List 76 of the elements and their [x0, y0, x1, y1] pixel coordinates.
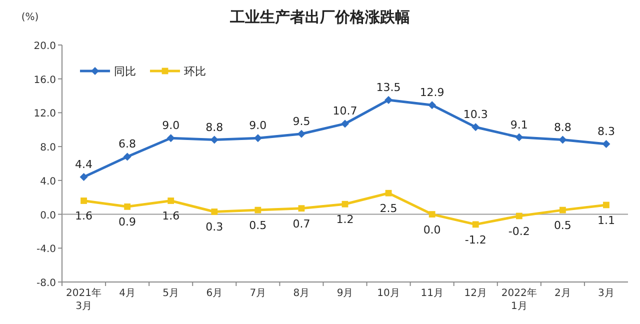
y-tick-label: 8.0 [40, 142, 56, 154]
y-tick-label: -4.0 [36, 244, 56, 256]
x-tick-label: 10月 [377, 288, 400, 299]
x-tick-label: 2月 [554, 288, 571, 299]
point [516, 212, 522, 220]
data-label: 1.2 [336, 213, 354, 226]
data-label: 0.5 [249, 219, 267, 232]
data-label: 1.1 [597, 214, 615, 227]
data-label: 13.5 [376, 81, 401, 94]
point [168, 198, 174, 204]
data-label: -1.2 [464, 233, 486, 246]
point [602, 140, 610, 148]
y-tick-label: 12.0 [34, 108, 56, 120]
data-label: 8.8 [554, 120, 572, 134]
x-tick-label: 2021年 3月 [66, 287, 102, 312]
data-label: 4.4 [75, 158, 93, 172]
y-tick-label: 20.0 [34, 41, 56, 52]
point [123, 152, 132, 161]
x-tick-label: 5月 [162, 288, 180, 299]
point [428, 211, 436, 218]
point [342, 200, 348, 208]
point [428, 101, 436, 110]
x-tick-label: 8月 [293, 288, 310, 299]
point [559, 206, 566, 214]
y-tick-label: 0.0 [40, 210, 56, 222]
point [254, 206, 262, 214]
legend-label: 同比 [114, 65, 136, 78]
y-axis-title: (%) [21, 12, 39, 23]
chart-title: 工业生产者出厂价格涨跌幅 [229, 8, 410, 26]
data-label: 10.3 [463, 108, 488, 122]
point [341, 120, 349, 128]
data-label: 0.3 [206, 220, 224, 234]
x-tick-label: 11月 [420, 288, 444, 299]
point [603, 202, 610, 208]
point [210, 136, 218, 144]
x-tick-label: 4月 [119, 288, 136, 299]
data-label: -0.2 [508, 224, 530, 238]
data-label: 6.8 [118, 138, 136, 151]
data-label: 2.5 [380, 202, 398, 216]
data-label: 9.0 [162, 119, 180, 132]
point [472, 221, 479, 228]
x-tick-label: 12月 [464, 288, 487, 299]
data-label: 0.7 [292, 217, 310, 230]
data-label: 9.0 [249, 119, 267, 132]
point [124, 203, 131, 210]
legend-label: 环比 [184, 65, 206, 78]
point [166, 134, 175, 142]
data-label: 8.8 [206, 120, 224, 134]
y-tick-label: 16.0 [34, 74, 56, 86]
point [385, 190, 392, 196]
data-label: 0.0 [423, 223, 441, 236]
x-tick-label: 3月 [598, 288, 614, 299]
point [80, 198, 87, 204]
point [80, 173, 88, 182]
point [298, 205, 305, 212]
data-label: 0.9 [118, 216, 136, 229]
data-label: 10.7 [332, 104, 358, 118]
point [558, 136, 567, 144]
point [472, 123, 480, 132]
data-label: 8.3 [597, 125, 615, 138]
point [384, 96, 393, 104]
point [211, 208, 218, 215]
x-tick-label: 7月 [250, 288, 266, 299]
data-label: 0.5 [554, 219, 572, 232]
y-tick-label: 4.0 [40, 176, 56, 188]
data-label: 12.9 [420, 86, 444, 100]
point [515, 133, 524, 142]
x-tick-label: 6月 [206, 288, 223, 299]
data-label: 1.6 [75, 210, 93, 223]
y-tick-label: -8.0 [36, 278, 56, 289]
data-label: 9.5 [292, 114, 310, 128]
x-tick-label: 9月 [336, 288, 354, 299]
point [297, 130, 306, 138]
data-label: 1.6 [162, 210, 180, 223]
x-tick-label: 2022年 1月 [501, 287, 537, 312]
data-label: 9.1 [510, 118, 528, 132]
